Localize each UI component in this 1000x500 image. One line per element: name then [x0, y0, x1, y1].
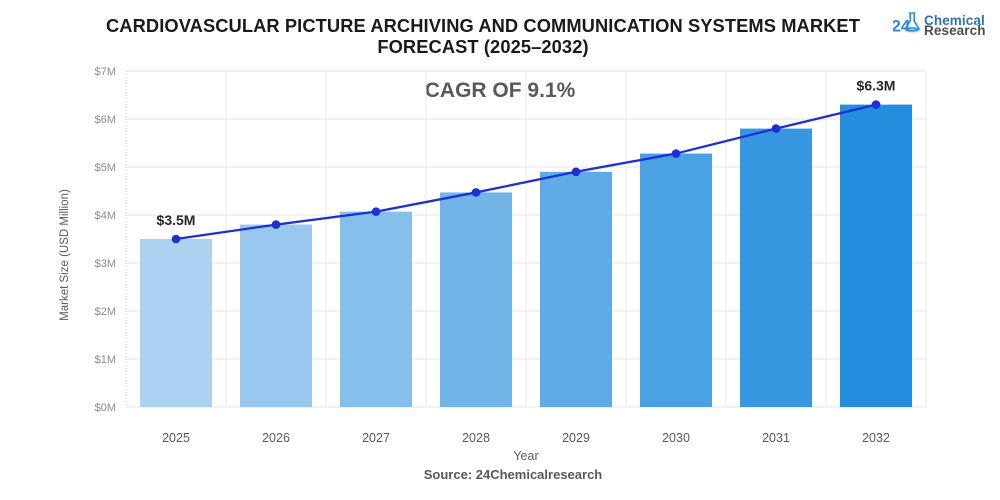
svg-text:$0M: $0M — [95, 402, 116, 414]
svg-text:2030: 2030 — [662, 431, 690, 445]
svg-text:2026: 2026 — [262, 431, 290, 445]
svg-text:2029: 2029 — [562, 431, 590, 445]
svg-text:$7M: $7M — [95, 66, 116, 78]
svg-text:$5M: $5M — [95, 162, 116, 174]
svg-text:2027: 2027 — [362, 431, 390, 445]
svg-text:2031: 2031 — [762, 431, 790, 445]
svg-text:$4M: $4M — [95, 210, 116, 222]
svg-text:$3M: $3M — [95, 258, 116, 270]
svg-text:2028: 2028 — [462, 431, 490, 445]
svg-text:$2M: $2M — [95, 306, 116, 318]
svg-text:$1M: $1M — [95, 354, 116, 366]
svg-text:$6M: $6M — [95, 114, 116, 126]
svg-text:$6.3M: $6.3M — [857, 78, 896, 94]
svg-text:2032: 2032 — [862, 431, 890, 445]
svg-text:$3.5M: $3.5M — [157, 212, 196, 228]
svg-text:2025: 2025 — [162, 431, 190, 445]
